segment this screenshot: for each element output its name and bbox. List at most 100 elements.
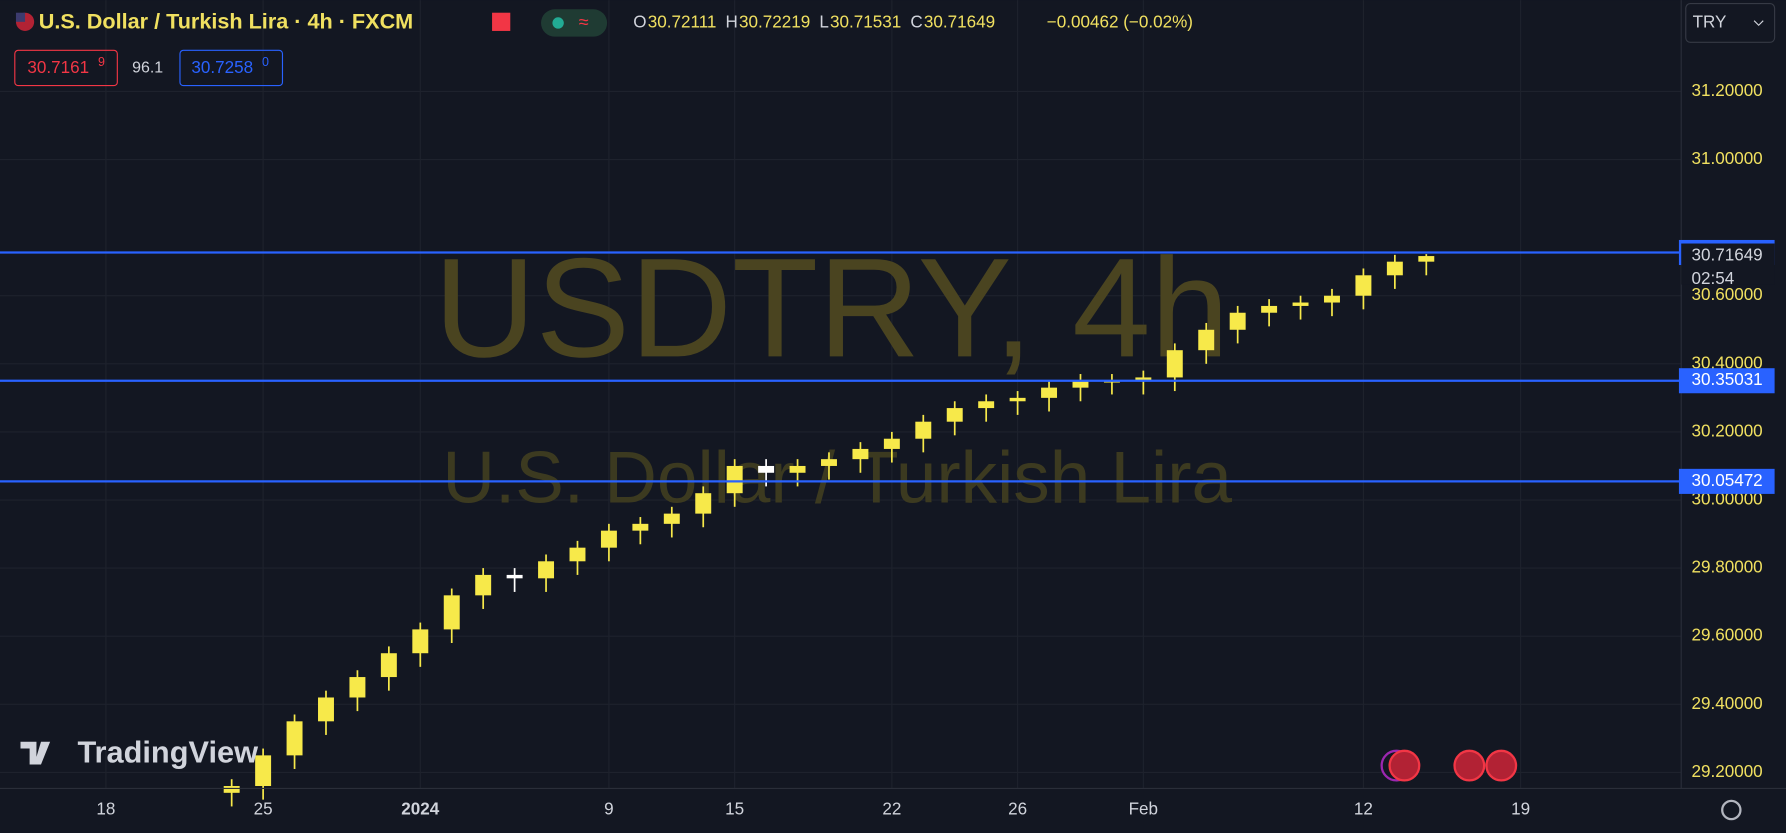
candle-body [538, 561, 555, 579]
y-tick-label: 30.20000 [1691, 421, 1762, 440]
y-tick-label: 30.40000 [1691, 353, 1762, 372]
candle-body [946, 408, 963, 422]
y-tick-label: 29.20000 [1691, 762, 1762, 781]
spread: 96.1 [132, 60, 163, 77]
x-tick-label: 9 [604, 800, 614, 819]
symbol-title: U.S. Dollar / Turkish Lira · 4h · FXCM [39, 9, 413, 34]
candle-body [726, 465, 743, 494]
candle-body [1198, 329, 1215, 351]
x-tick-label: 18 [96, 800, 115, 819]
event-icon[interactable] [1453, 749, 1486, 782]
x-tick-label: 26 [1008, 800, 1027, 819]
y-tick-label: 30.60000 [1691, 285, 1762, 304]
event-icon[interactable] [1485, 749, 1518, 782]
candle-body [1324, 295, 1340, 303]
candle-body [1261, 305, 1278, 313]
price-label-bg [1678, 468, 1775, 494]
candle-body [883, 438, 900, 449]
candle-body [1292, 302, 1309, 306]
candle-body [318, 697, 334, 722]
ohlc-label: C [910, 12, 922, 31]
candle-body [821, 459, 837, 466]
logo-text: TradingView [77, 734, 258, 769]
ohlc-label: H [726, 12, 738, 31]
candle-body [1386, 261, 1403, 276]
candle-body [915, 421, 932, 439]
candle-body [1229, 312, 1246, 330]
candle-body [255, 755, 272, 787]
x-tick-label: 2024 [401, 800, 439, 819]
candle-body [758, 465, 775, 473]
y-tick-label: 29.60000 [1691, 626, 1762, 645]
candle-body [1166, 350, 1183, 378]
ohlc-label: L [819, 12, 829, 31]
candle-body [789, 465, 806, 473]
candle-body [349, 677, 366, 698]
bid-pip: 9 [98, 55, 105, 69]
candle-body [663, 513, 680, 524]
price-label: 30.05472 [1691, 471, 1762, 490]
candle-body [978, 401, 995, 409]
candle-body [852, 448, 869, 460]
last-price-bg [1681, 243, 1775, 285]
dropdown-arrow [1753, 20, 1764, 27]
x-tick-label: 15 [725, 800, 744, 819]
ask-price: 30.7258 [191, 58, 253, 77]
candle-body [475, 574, 492, 596]
currency-label: TRY [1693, 12, 1727, 31]
ohlc-label: O [633, 12, 646, 31]
ohlc-value: 30.72111 [648, 12, 717, 31]
settings-icon[interactable] [1721, 799, 1742, 821]
candle-body [1355, 275, 1372, 296]
currency-dropdown[interactable] [1685, 3, 1776, 43]
flag-button[interactable] [492, 12, 511, 31]
ohlc: O 30.72111 H 30.72219 L 30.71531 C 30.71649 [633, 12, 995, 31]
ask-box[interactable] [179, 49, 284, 87]
y-tick-label: 30.00000 [1691, 490, 1762, 509]
candle-body [1135, 377, 1152, 381]
watermark-symbol: USDTRY, 4h [434, 228, 1229, 386]
candle-body [1009, 397, 1026, 402]
candle-body [380, 653, 397, 678]
y-tick-label: 31.00000 [1691, 149, 1762, 168]
event-icon[interactable] [1388, 749, 1421, 782]
candle-body [695, 493, 712, 514]
axes: 29.20000 29.40000 29.60000 29.80000 30.00000… [0, 81, 1775, 819]
candle-body [286, 721, 303, 756]
candle-body [223, 786, 240, 793]
market-open-dot [552, 17, 564, 29]
ohlc-value: 30.72219 [739, 12, 810, 31]
y-tick-label: 29.40000 [1691, 694, 1762, 713]
candle-body [1072, 380, 1089, 388]
ohlc-value: 30.71649 [924, 12, 995, 31]
x-tick-label: 12 [1354, 800, 1373, 819]
bid-box[interactable] [14, 49, 118, 87]
bid-price: 30.7161 [27, 58, 89, 77]
candle-body [600, 530, 617, 548]
candle-body [506, 574, 523, 579]
candle-body [1041, 387, 1058, 398]
y-tick-label: 29.80000 [1691, 558, 1762, 577]
candle-body [443, 595, 460, 630]
x-tick-label: 25 [254, 800, 273, 819]
x-tick-label: 19 [1511, 800, 1530, 819]
delayed-icon: ≈ [579, 12, 589, 32]
flag-icon [15, 12, 26, 22]
candle-body [412, 629, 429, 654]
ask-pip: 0 [262, 55, 269, 69]
ohlc-value: 30.71531 [830, 12, 901, 31]
countdown: 02:54 [1691, 269, 1734, 288]
last-price-label: 30.71649 [1691, 246, 1762, 265]
logo-icon [20, 741, 51, 765]
candle-body [1418, 256, 1435, 262]
x-tick-label: Feb [1129, 800, 1158, 819]
x-tick-label: 22 [882, 800, 901, 819]
price-label: 30.35031 [1691, 370, 1762, 389]
y-tick-label: 31.20000 [1691, 81, 1762, 100]
candle-body [569, 547, 586, 562]
price-label-bg [1678, 368, 1775, 394]
status-pill [541, 9, 608, 37]
candle-body [632, 523, 649, 531]
